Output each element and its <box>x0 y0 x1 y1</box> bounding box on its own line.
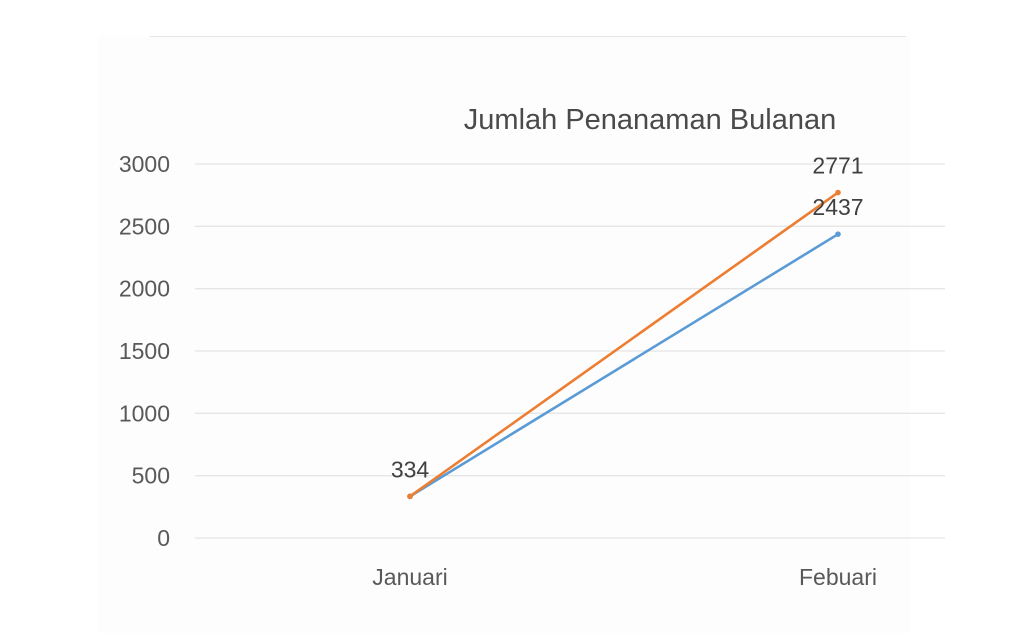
data-label: 2771 <box>812 153 863 179</box>
series-line <box>408 191 840 498</box>
y-tick-label: 1000 <box>119 400 170 426</box>
x-tick-label: Febuari <box>799 564 877 590</box>
data-labels: 334 2771 2437 <box>391 153 864 483</box>
y-tick-label: 2000 <box>119 276 170 302</box>
y-tick-label: 1500 <box>119 338 170 364</box>
x-tick-label: Januari <box>372 564 447 590</box>
y-tick-label: 3000 <box>119 151 170 177</box>
axis-tick-labels: 0 500 1000 1500 2000 2500 3000 Januari Febuari <box>119 151 877 590</box>
series-lines <box>407 189 841 500</box>
chart-background <box>98 36 910 633</box>
chart-title: Jumlah Penanaman Bulanan <box>464 104 836 136</box>
data-label: 2437 <box>812 194 863 220</box>
series-line <box>408 232 840 498</box>
data-label: 334 <box>391 456 430 482</box>
data-point <box>407 493 413 500</box>
y-tick-label: 2500 <box>119 213 170 239</box>
y-tick-label: 500 <box>132 463 170 489</box>
y-tick-label: 0 <box>157 525 170 551</box>
data-point <box>835 189 841 196</box>
top-divider <box>150 36 906 37</box>
data-point <box>835 231 841 237</box>
gridlines <box>195 163 945 539</box>
